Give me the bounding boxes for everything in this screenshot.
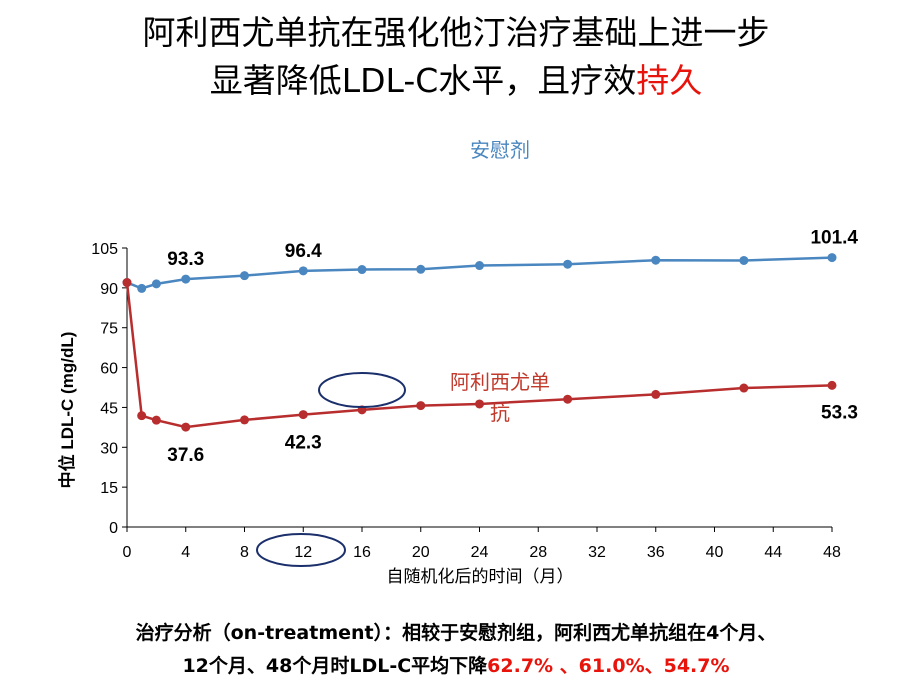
data-point: [827, 380, 837, 390]
x-tick-label: 8: [240, 544, 249, 561]
data-label: 53.3: [821, 402, 858, 423]
legend-label-alirocumab: 阿利西尤单: [450, 371, 550, 394]
data-point: [475, 261, 484, 271]
data-point: [122, 278, 132, 288]
legend-label-alirocumab: 抗: [490, 402, 510, 425]
data-point: [563, 394, 573, 404]
data-point: [181, 274, 191, 284]
y-tick-label: 75: [100, 321, 118, 338]
data-point: [298, 410, 308, 420]
data-point: [240, 415, 249, 425]
highlight-ellipse-line: [318, 372, 406, 408]
data-point: [651, 255, 661, 265]
data-point: [739, 383, 749, 393]
y-tick-label: 105: [91, 241, 118, 258]
y-tick-label: 0: [109, 520, 118, 537]
x-tick-label: 20: [412, 544, 430, 561]
title-highlight-text: 持久: [636, 61, 703, 100]
x-tick-label: 16: [353, 544, 371, 561]
highlight-ellipse-tick: [256, 533, 346, 567]
data-label: 37.6: [167, 445, 204, 466]
x-tick-label: 0: [123, 544, 132, 561]
data-point: [137, 411, 147, 421]
data-point: [137, 283, 147, 293]
data-point: [357, 265, 367, 275]
title-main-text: 显著降低LDL-C水平，且疗效: [209, 61, 637, 100]
data-point: [240, 271, 249, 281]
data-point: [827, 253, 837, 263]
x-tick-label: 24: [471, 544, 489, 561]
x-tick-label: 4: [181, 544, 190, 561]
data-point: [416, 264, 426, 274]
x-tick-label: 40: [706, 544, 724, 561]
y-tick-label: 30: [100, 440, 118, 457]
data-point: [181, 422, 191, 432]
data-label: 96.4: [285, 241, 322, 262]
y-tick-label: 60: [100, 361, 118, 378]
data-point: [298, 266, 308, 276]
slide-title-line-1: 阿利西尤单抗在强化他汀治疗基础上进一步: [142, 13, 770, 52]
data-point: [151, 279, 161, 289]
analysis-text: 12个月、48个月时LDL-C平均下降: [182, 655, 488, 677]
slide-title-line-2: 显著降低LDL-C水平，且疗效持久: [0, 61, 912, 101]
x-tick-label: 48: [823, 544, 841, 561]
data-point: [739, 255, 749, 265]
y-axis-label: 中位 LDL-C (mg/dL): [57, 332, 77, 489]
x-tick-label: 44: [764, 544, 782, 561]
analysis-line-1: 治疗分析（on-treatment）：相较于安慰剂组，阿利西尤单抗组在4个月、: [135, 622, 777, 644]
data-point: [151, 415, 161, 425]
y-tick-label: 45: [100, 400, 118, 417]
x-axis-label: 自随机化后的时间（月）: [387, 567, 574, 586]
analysis-line-2: 12个月、48个月时LDL-C平均下降62.7% 、61.0%、54.7%: [0, 651, 912, 678]
data-point: [651, 389, 661, 399]
data-point: [475, 399, 484, 409]
data-label: 101.4: [810, 228, 858, 249]
y-tick-label: 15: [100, 480, 118, 497]
data-label: 42.3: [285, 433, 322, 454]
x-tick-label: 12: [294, 544, 312, 561]
analysis-percentages: 62.7% 、61.0%、54.7%: [487, 655, 730, 677]
data-point: [416, 401, 426, 411]
x-tick-label: 32: [588, 544, 606, 561]
x-tick-label: 28: [529, 544, 547, 561]
x-tick-label: 36: [647, 544, 665, 561]
y-tick-label: 90: [100, 281, 118, 298]
legend-label-placebo: 安慰剂: [470, 139, 530, 162]
data-point: [563, 259, 573, 269]
data-label: 93.3: [167, 249, 204, 270]
